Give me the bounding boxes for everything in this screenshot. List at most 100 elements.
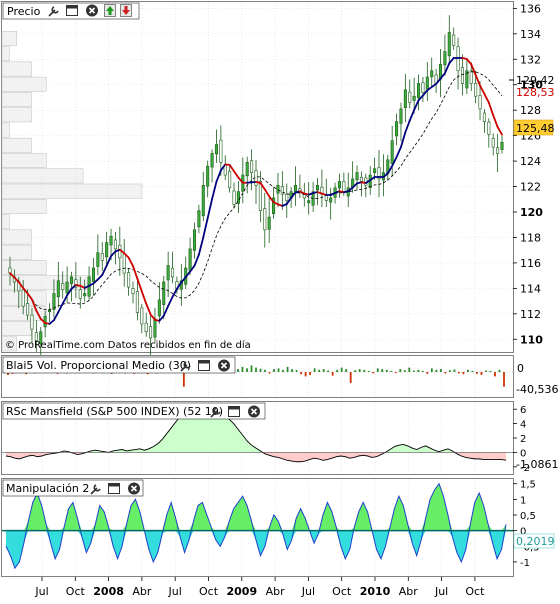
volume-bar (449, 370, 451, 372)
close-icon[interactable] (248, 406, 260, 418)
price-y-tick-label: 120 (520, 206, 543, 219)
window-icon[interactable] (229, 407, 240, 417)
candle-body (141, 308, 143, 324)
candle-body (404, 90, 406, 108)
manipulacion-y-tick-label: 0,5 (520, 511, 536, 522)
volume-profile-bar (2, 47, 9, 61)
volume-title: Blai5 Vol. Proporcional Medio (30) (6, 359, 191, 372)
volume-profile-bar (2, 169, 83, 183)
candle-body (391, 141, 393, 164)
volume-bar (332, 372, 334, 376)
copyright-text: © ProRealTime.com Datos recibidos en fin… (5, 339, 251, 351)
mansfield-title: RSc Mansfield (S&P 500 INDEX) (52 10) (6, 405, 223, 418)
candle-body (395, 122, 397, 136)
candle-body (66, 282, 68, 293)
volume-bar (368, 371, 370, 372)
candle-body (167, 265, 169, 280)
volume-profile-bar (2, 321, 31, 335)
volume-bar (372, 372, 374, 373)
volume-y-tick: 0 (517, 362, 524, 375)
volume-bar (323, 369, 325, 372)
volume-bar (458, 372, 460, 373)
close-icon[interactable] (128, 483, 140, 495)
candle-body (360, 177, 362, 181)
volume-bar (255, 368, 257, 372)
candle-body (97, 253, 99, 267)
candle-body (233, 191, 235, 204)
volume-bar (499, 370, 501, 372)
volume-bar (314, 368, 316, 372)
candle-body (145, 323, 147, 332)
price-y-tick-label: 116 (520, 257, 541, 270)
close-icon[interactable] (86, 5, 98, 17)
volume-bar (503, 372, 505, 387)
candle-body (127, 273, 129, 288)
price-y-tick-label: 114 (520, 282, 541, 295)
volume-bar (282, 370, 284, 372)
volume-bar (463, 372, 465, 374)
volume-bar (359, 369, 361, 372)
candle-body (189, 249, 191, 270)
x-axis-tick-label: Oct (332, 585, 352, 598)
price-y-tick-label: 134 (520, 28, 541, 41)
candle-body (307, 201, 309, 203)
candle-body (132, 289, 134, 294)
candle-body (163, 282, 165, 305)
candle-body (70, 277, 72, 284)
volume-bar (363, 370, 365, 372)
candle-body (193, 230, 195, 251)
volume-bar (269, 372, 271, 373)
volume-profile-bar (2, 153, 46, 167)
volume-profile-bar (2, 184, 142, 198)
window-icon[interactable] (199, 361, 210, 371)
candle-body (303, 195, 305, 198)
candle-body (211, 153, 213, 167)
volume-profile-bar (2, 199, 46, 213)
candle-body (79, 290, 81, 299)
candle-body (294, 185, 296, 192)
volume-profile-bar (2, 123, 9, 137)
volume-bar (386, 370, 388, 372)
candle-body (409, 92, 411, 102)
candle-body (264, 209, 266, 230)
price-y-tick-label: 136 (520, 2, 541, 15)
candle-body (343, 181, 345, 191)
x-axis-tick-label: Jul (168, 585, 182, 598)
move-down-icon[interactable] (121, 5, 132, 17)
volume-bar (305, 372, 307, 376)
candle-body (268, 217, 270, 229)
candle-body (136, 292, 138, 313)
x-axis-tick-label: Oct (66, 585, 86, 598)
x-axis-tick-label: Jul (301, 585, 315, 598)
volume-bar (490, 371, 492, 372)
manipulacion-y-tick-label: -1 (520, 558, 530, 569)
price-y-tick-label: 112 (520, 308, 541, 321)
volume-bar (278, 368, 280, 372)
close-icon[interactable] (218, 360, 230, 372)
window-icon[interactable] (109, 484, 120, 494)
candle-body (470, 71, 472, 84)
candle-body (48, 310, 50, 312)
candle-body (338, 181, 340, 188)
volume-panel: Blai5 Vol. Proporcional Medio (30) 0 -40… (2, 356, 559, 398)
candle-body (83, 293, 85, 295)
volume-bar (242, 367, 244, 372)
move-up-icon[interactable] (105, 5, 116, 17)
window-icon[interactable] (67, 6, 78, 16)
volume-bar (318, 370, 320, 372)
x-axis-tick-label: Oct (465, 585, 485, 598)
candle-body (61, 283, 63, 289)
candle-body (277, 185, 279, 193)
last-price-label: 125,48 (516, 122, 555, 135)
volume-profile-bar (2, 108, 31, 122)
candle-body (281, 186, 283, 194)
candle-body (31, 315, 33, 329)
candle-body (149, 327, 151, 338)
volume-bar (336, 370, 338, 372)
volume-profile-bar (2, 245, 31, 259)
candle-body (228, 171, 230, 188)
candle-body (22, 290, 24, 306)
volume-bar (481, 372, 483, 375)
price-title: Precio (7, 5, 41, 18)
